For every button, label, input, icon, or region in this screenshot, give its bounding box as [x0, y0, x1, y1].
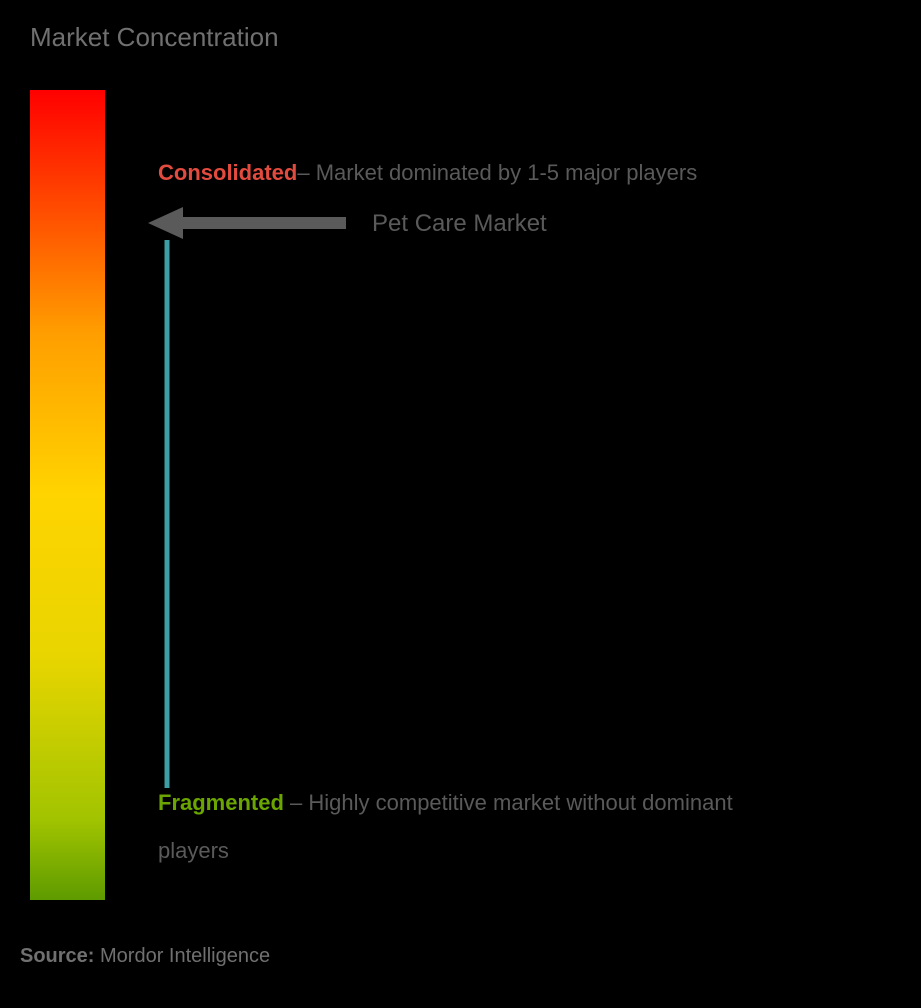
- pointer-vertical-line: [165, 240, 170, 788]
- market-pointer-label: Pet Care Market: [372, 210, 547, 238]
- pointer-arrow-icon: [148, 207, 346, 239]
- source-value: Mordor Intelligence: [94, 945, 270, 967]
- source-attribution: Source: Mordor Intelligence: [20, 945, 270, 968]
- market-pointer: [0, 0, 921, 1008]
- source-label: Source:: [20, 945, 94, 967]
- infographic-canvas: Market Concentration Consolidated– Marke…: [0, 0, 921, 1008]
